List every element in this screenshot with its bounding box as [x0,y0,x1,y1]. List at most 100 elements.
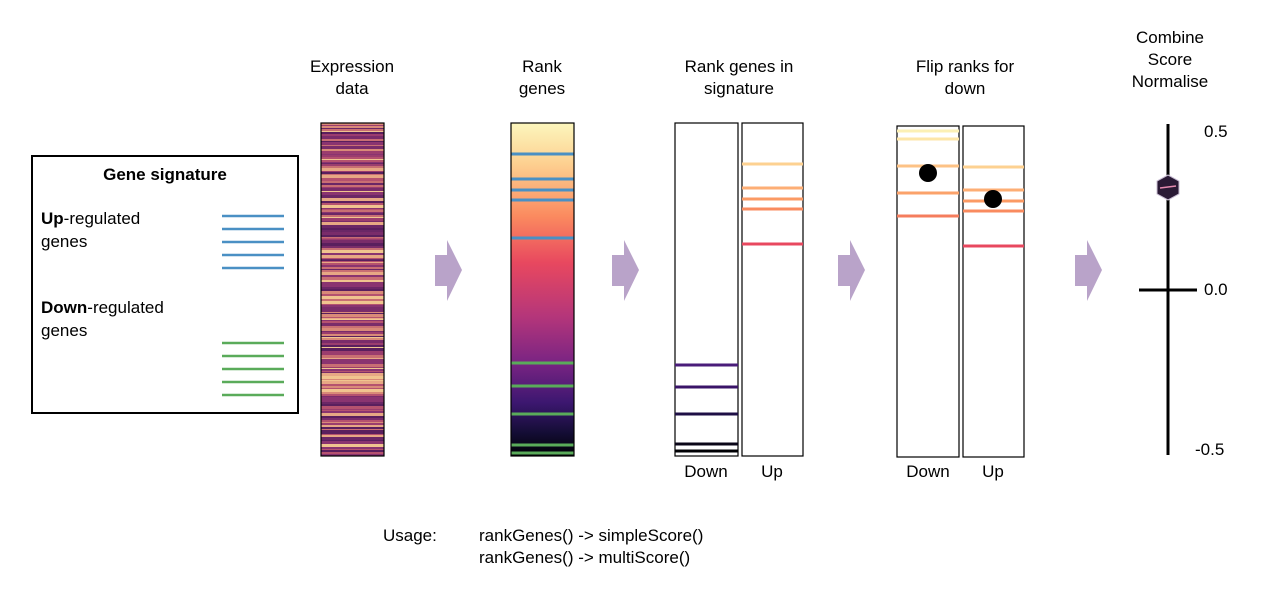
heatmap-stripe [321,246,384,248]
heatmap-stripe [321,397,384,399]
flip-down-mean-dot [919,164,937,182]
heatmap-stripe [321,440,384,441]
heatmap-stripe [321,250,384,251]
down-bold: Down [41,298,88,317]
heatmap-stripe [321,126,384,128]
heatmap-stripe [321,351,384,353]
heatmap-stripe [321,139,384,141]
expression-heatmap [321,123,384,456]
heatmap-stripe [321,305,384,307]
expression-heatmap-border [320,122,385,457]
heatmap-stripe [321,282,384,285]
down-regulated-label: Down-regulated genes [41,296,164,342]
signature-down-lines [675,363,738,453]
heatmap-stripe [321,434,384,435]
heatmap-stripe [321,423,384,425]
rank-up-markers [511,152,574,240]
heatmap-stripe [321,348,384,351]
heatmap-stripe [321,359,384,362]
heatmap-stripe [321,435,384,437]
up-gene-lines [222,214,284,270]
heatmap-stripe [321,212,384,213]
heatmap-stripe [321,209,384,210]
heatmap-stripe [321,416,384,418]
heatmap-stripe [321,402,384,404]
up-rest: -regulated [63,209,141,228]
heatmap-stripe [321,259,384,260]
heatmap-stripe [321,262,384,263]
signature-up-panel [741,122,804,457]
axis-label-top: 0.5 [1204,122,1228,141]
heatmap-stripe [321,418,384,420]
heatmap-stripe [321,215,384,217]
heatmap-stripe [321,128,384,129]
heatmap-stripe [321,287,384,289]
heatmap-stripe [321,372,384,373]
heatmap-stripe [321,188,384,191]
signature-down-label: Down [684,462,728,481]
heatmap-stripe [321,289,384,291]
heatmap-stripe [321,251,384,253]
heatmap-stripe [321,230,384,232]
heatmap-stripe [321,195,384,198]
down-line2: genes [41,321,88,340]
heatmap-stripe [321,373,384,376]
down-rest: -regulated [87,298,164,317]
arrow-3 [838,240,865,301]
heatmap-stripe [321,175,384,178]
heatmap-stripe [321,198,384,201]
axis-label-bottom: -0.5 [1195,440,1225,459]
heatmap-stripe [321,328,384,331]
heatmap-stripe [321,205,384,208]
heatmap-stripe [321,227,384,228]
heatmap-stripe [321,413,384,416]
signature-down-panel [674,122,739,457]
usage-label: Usage: [383,526,437,545]
flip-down-label: Down [906,462,950,481]
heatmap-stripe [321,410,384,411]
heatmap-stripe [321,277,384,280]
heatmap-stripe [321,235,384,237]
heatmap-stripe [321,362,384,364]
heatmap-stripe [321,253,384,255]
heatmap-stripe [321,141,384,142]
heatmap-stripe [321,248,384,250]
down-gene-lines [222,341,284,397]
heatmap-stripe [321,203,384,204]
heatmap-stripe [321,210,384,212]
heatmap-stripe [321,243,384,244]
heatmap-stripe [321,432,384,434]
heatmap-stripe [321,285,384,287]
heatmap-stripe [321,166,384,168]
heatmap-stripe [321,392,384,394]
heatmap-stripe [321,218,384,221]
step-title-rank: Rank genes [518,57,566,98]
heatmap-stripe [321,409,384,410]
heatmap-stripe [321,192,384,195]
heatmap-stripe [321,353,384,355]
heatmap-stripe [321,267,384,269]
heatmap-stripe [321,430,384,432]
heatmap-stripe [321,301,384,304]
heatmap-stripe [321,164,384,166]
heatmap-stripe [321,155,384,157]
heatmap-stripe [321,146,384,149]
heatmap-stripe [321,427,384,429]
heatmap-stripe [321,452,384,454]
flip-up-panel [962,125,1025,458]
heatmap-stripe [321,151,384,154]
heatmap-stripe [321,368,384,369]
heatmap-stripe [321,134,384,136]
heatmap-stripe [321,450,384,452]
heatmap-stripe [321,326,384,328]
heatmap-stripe [321,343,384,345]
arrow-2 [612,240,639,301]
heatmap-stripe [321,429,384,430]
heatmap-stripe [321,291,384,294]
heatmap-stripe [321,157,384,159]
heatmap-stripe [321,142,384,145]
step-title-rank-signature: Rank genes in signature [684,57,794,98]
heatmap-stripe [321,162,384,163]
heatmap-stripe [321,181,384,183]
heatmap-stripe [321,260,384,261]
